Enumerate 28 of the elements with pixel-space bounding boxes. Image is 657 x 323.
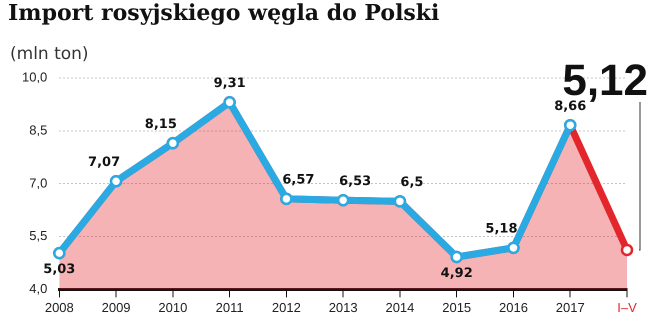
x-tick-label: 2014 [385,300,414,315]
x-tick-label: 2009 [102,300,131,315]
data-label: 8,15 [144,117,177,132]
data-label: 5,18 [485,222,518,237]
y-tick-label: 4,0 [29,280,48,296]
data-label: 6,57 [282,172,314,188]
data-label: 6,53 [339,174,372,190]
chart-title: Import rosyjskiego węgla do Polski [8,0,440,26]
x-tick-label: 2011 [216,300,244,315]
data-label: 9,31 [214,76,246,92]
y-tick-label: 5,5 [29,228,48,244]
y-tick-label: 10,0 [22,70,48,85]
x-tick-label: 2008 [44,300,74,315]
y-tick-label: 8,5 [29,122,48,138]
y-axis-title: (mln ton) [10,44,89,64]
y-tick-label: 7,0 [29,175,48,190]
data-label: 4,92 [440,266,473,281]
data-label: 6,5 [400,175,424,190]
x-tick-label: 2015 [442,300,472,315]
x-tick-label: 2013 [328,300,358,315]
x-tick-label: 2010 [158,300,188,315]
x-tick-label: 2017 [556,300,585,315]
point [620,244,634,256]
x-tick-label: I–V [617,300,638,315]
x-tick-label: 2016 [499,300,528,315]
x-tick-label: 2012 [272,300,301,315]
data-label: 7,07 [88,155,120,170]
data-label: 5,03 [43,262,76,277]
